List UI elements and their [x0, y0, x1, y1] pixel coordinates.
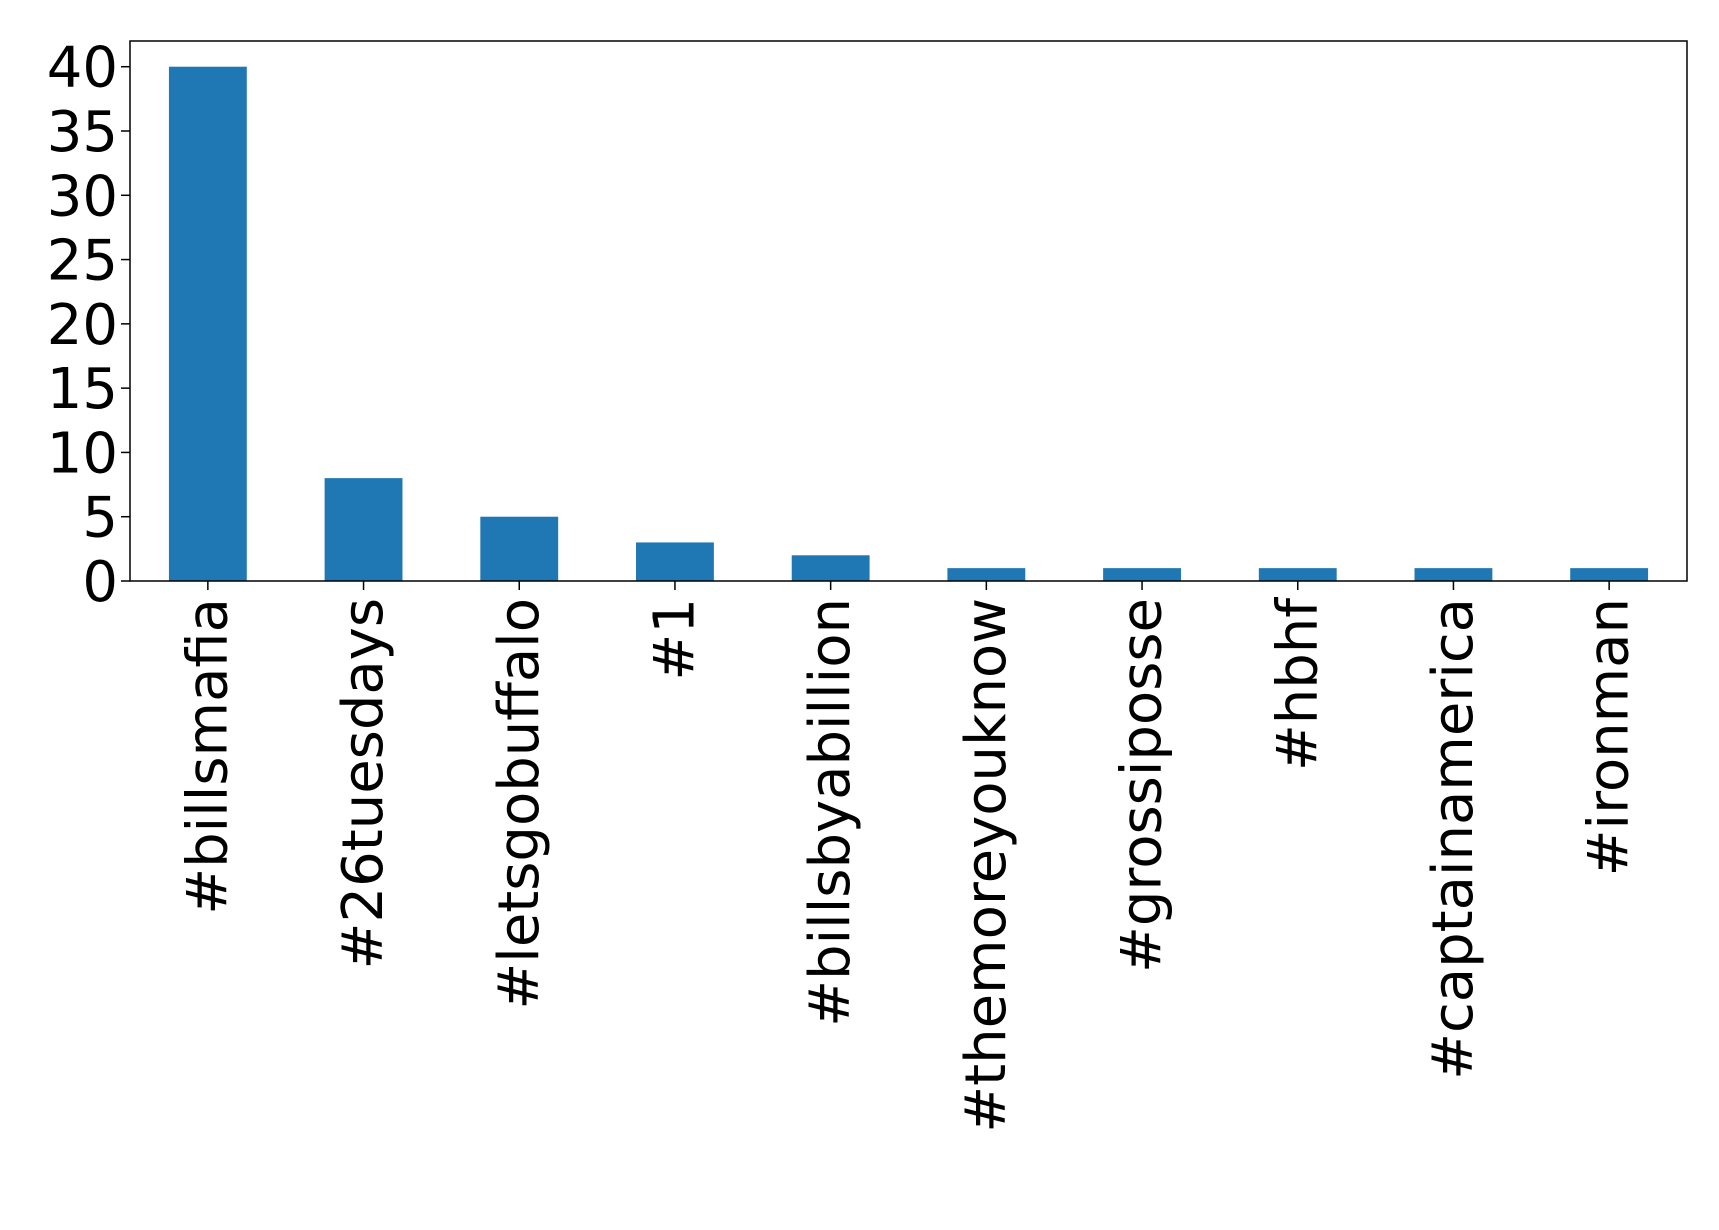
x-tick-label-8: #captainamerica [1421, 598, 1486, 1080]
bar-4 [791, 555, 870, 581]
x-tick-label-6: #grossiposse [1110, 598, 1175, 973]
y-tick-label-8: 40 [47, 36, 118, 101]
bar-8 [1414, 568, 1493, 581]
y-tick-label-6: 30 [47, 164, 118, 229]
bar-9 [1570, 568, 1649, 581]
y-tick-label-5: 25 [47, 229, 118, 294]
bar-1 [324, 478, 403, 581]
x-tick-label-4: #billsbyabillion [798, 598, 863, 1027]
plot-frame [129, 40, 1688, 582]
x-tick-label-3: #1 [642, 598, 707, 681]
y-tick-label-4: 20 [47, 293, 118, 358]
bars-layer [168, 66, 1649, 581]
y-tick-label-7: 35 [47, 100, 118, 165]
bar-7 [1258, 568, 1337, 581]
x-tick-label-9: #ironman [1577, 598, 1642, 876]
x-axis: #billsmafia #26tuesdays #letsgobuffalo #1 #b… [175, 581, 1642, 1133]
x-tick-label-0: #billsmafia [175, 598, 240, 915]
x-tick-label-5: #themoreyouknow [954, 598, 1019, 1133]
x-tick-label-2: #letsgobuffalo [487, 598, 552, 1010]
x-tick-label-1: #26tuesdays [331, 598, 396, 969]
bar-2 [480, 516, 559, 581]
x-tick-label-7: #hbhf [1265, 597, 1330, 771]
y-tick-label-2: 10 [47, 421, 118, 486]
y-tick-label-1: 5 [82, 486, 118, 551]
bar-5 [947, 568, 1026, 581]
bar-6 [1103, 568, 1181, 581]
y-tick-label-0: 0 [82, 550, 118, 615]
y-tick-label-3: 15 [47, 357, 118, 422]
bar-0 [168, 66, 247, 581]
bar-3 [636, 542, 714, 581]
